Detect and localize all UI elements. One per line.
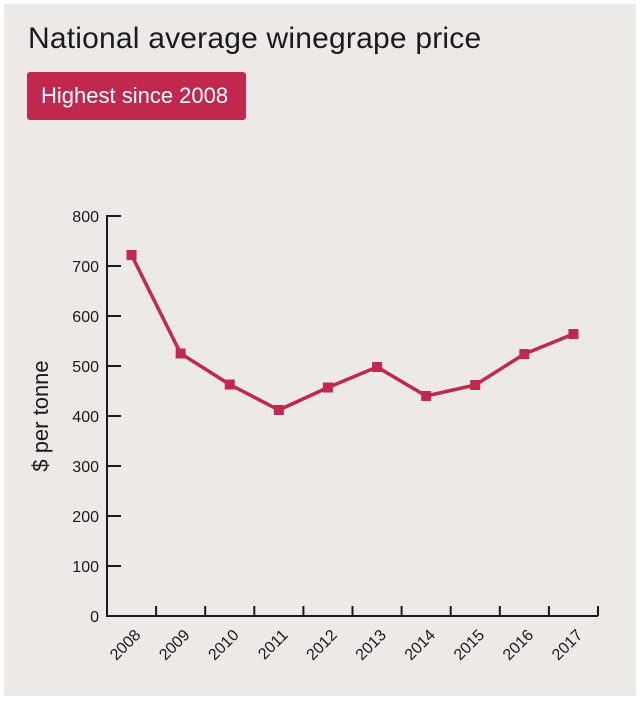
data-point-2012 <box>322 382 333 393</box>
y-tick-label: 300 <box>72 459 99 476</box>
data-point-2013 <box>372 362 383 372</box>
y-tick-label: 100 <box>72 559 99 576</box>
x-tick-label: 2011 <box>255 627 291 663</box>
series-line <box>129 254 575 412</box>
data-point-2009 <box>175 348 186 359</box>
y-tick-label: 400 <box>72 409 99 426</box>
y-tick-label: 600 <box>72 309 99 326</box>
data-point-2011 <box>273 405 284 415</box>
x-tick-label: 2014 <box>402 627 439 664</box>
chart-title: National average winegrape price <box>28 22 482 55</box>
data-point-2017 <box>568 329 579 339</box>
x-tick-label: 2016 <box>500 627 537 664</box>
x-tick-label: 2013 <box>353 627 390 664</box>
x-tick-label: 2010 <box>205 627 242 664</box>
x-tick-label: 2017 <box>549 627 586 664</box>
data-point-2008 <box>126 250 137 260</box>
data-point-2010 <box>224 379 235 390</box>
y-tick-label: 0 <box>90 609 99 626</box>
x-tick-label: 2012 <box>304 627 341 664</box>
y-tick-label: 800 <box>72 209 99 226</box>
chart-axes: 0 100 200 300 400 500 600 700 800 2008 2009 2010 201… <box>28 209 599 664</box>
x-tick-label: 2015 <box>451 627 488 664</box>
x-tick-label: 2009 <box>156 627 193 664</box>
data-point-2016 <box>519 349 530 359</box>
x-tick-label: 2008 <box>107 627 144 664</box>
y-tick-label: 700 <box>72 259 99 276</box>
data-point-2014 <box>421 391 432 401</box>
y-tick-label: 200 <box>72 509 99 526</box>
y-axis-title: $ per tonne <box>28 360 53 471</box>
data-point-2015 <box>470 380 481 390</box>
y-tick-label: 500 <box>72 359 99 376</box>
highlight-badge: Highest since 2008 <box>27 72 247 120</box>
chart-marks <box>126 250 579 415</box>
